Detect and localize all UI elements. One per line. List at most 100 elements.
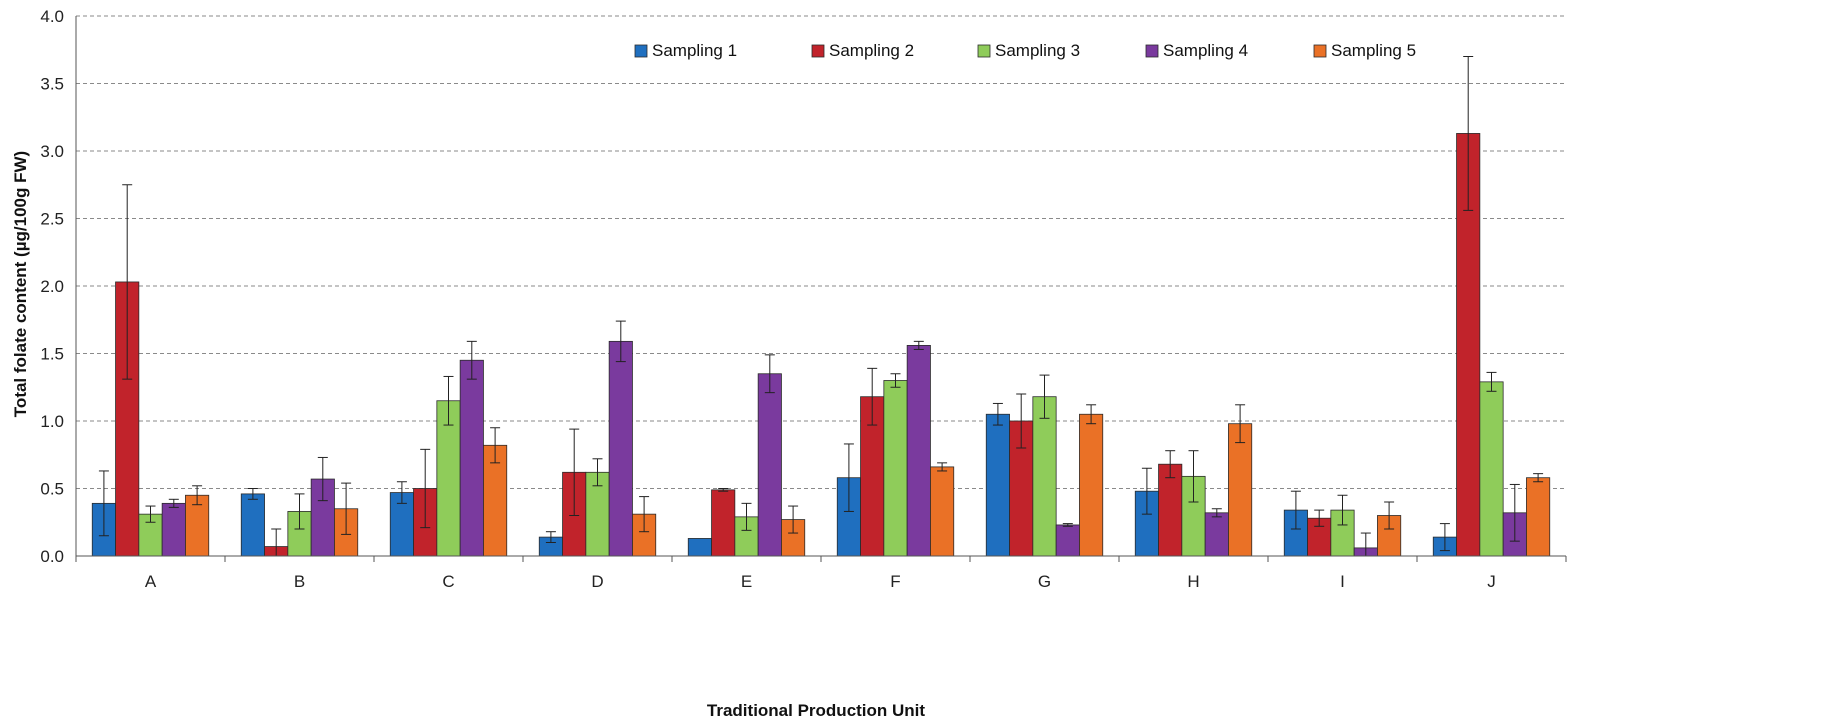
y-tick-labels: 0.0 0.5 1.0 1.5 2.0 2.5 3.0 3.5 4.0 xyxy=(40,7,64,566)
error-bar xyxy=(1509,483,1520,542)
x-tick-label: B xyxy=(294,572,305,591)
legend-label: Sampling 3 xyxy=(995,41,1080,60)
error-bar xyxy=(992,402,1003,426)
legend-label: Sampling 4 xyxy=(1163,41,1248,60)
error-bar xyxy=(937,462,948,472)
error-bar xyxy=(168,498,179,508)
legend-item: Sampling 4 xyxy=(1145,41,1248,60)
legend-swatch xyxy=(1313,44,1327,58)
error-bar xyxy=(867,367,878,426)
error-bar xyxy=(639,496,650,533)
error-bar xyxy=(1165,450,1176,479)
bar xyxy=(757,373,782,557)
x-tick-label: G xyxy=(1038,572,1051,591)
error-bar xyxy=(569,428,580,516)
error-bar xyxy=(396,481,407,504)
error-bar xyxy=(1463,56,1474,211)
bar xyxy=(1526,477,1551,557)
axes xyxy=(75,16,1567,562)
error-bar xyxy=(1290,490,1301,530)
y-tick-label: 3.5 xyxy=(40,75,64,94)
error-bar xyxy=(545,531,556,543)
error-bar xyxy=(1141,467,1152,515)
error-bar xyxy=(192,485,203,506)
error-bar xyxy=(890,373,901,388)
bar xyxy=(1032,396,1057,557)
x-tick-label: C xyxy=(442,572,454,591)
bar xyxy=(1055,524,1080,557)
error-bar xyxy=(122,184,133,380)
y-tick-label: 2.0 xyxy=(40,277,64,296)
y-tick-label: 4.0 xyxy=(40,7,64,26)
bar xyxy=(459,359,484,557)
error-bar xyxy=(317,456,328,502)
error-bar xyxy=(145,505,156,523)
error-bar xyxy=(1062,523,1073,527)
error-bar xyxy=(490,427,501,464)
x-tick-label: A xyxy=(145,572,157,591)
legend-label: Sampling 1 xyxy=(652,41,737,60)
x-tick-label: H xyxy=(1187,572,1199,591)
error-bar xyxy=(1039,374,1050,419)
bar xyxy=(161,502,186,557)
legend-swatch xyxy=(1145,44,1159,58)
error-bar xyxy=(294,493,305,530)
bar xyxy=(906,344,931,557)
y-tick-label: 1.0 xyxy=(40,412,64,431)
error-bar xyxy=(1486,371,1497,392)
legend-item: Sampling 3 xyxy=(977,41,1080,60)
x-axis-title: Traditional Production Unit xyxy=(707,701,926,720)
bar xyxy=(1079,413,1104,557)
bar xyxy=(1479,381,1504,557)
error-bar xyxy=(788,505,799,534)
error-bar xyxy=(420,448,431,529)
error-bar xyxy=(1314,509,1325,527)
bar xyxy=(985,413,1010,557)
y-tick-label: 0.0 xyxy=(40,547,64,566)
x-tick-label: D xyxy=(591,572,603,591)
x-tick-label: I xyxy=(1340,572,1345,591)
error-bar xyxy=(466,340,477,380)
legend-item: Sampling 2 xyxy=(811,41,914,60)
error-bar xyxy=(443,375,454,426)
bar xyxy=(687,538,712,557)
x-tick-label: E xyxy=(741,572,752,591)
y-tick-label: 3.0 xyxy=(40,142,64,161)
y-tick-label: 2.5 xyxy=(40,210,64,229)
error-bar xyxy=(718,488,729,492)
x-tick-labels: A B C D E F G H I J xyxy=(145,572,1496,591)
error-bars xyxy=(98,56,1544,557)
error-bar xyxy=(1439,523,1450,552)
x-tick-label: F xyxy=(890,572,900,591)
bar xyxy=(1228,423,1253,557)
bar xyxy=(240,493,265,557)
bar xyxy=(930,466,955,557)
error-bar xyxy=(1384,501,1395,530)
y-axis-title: Total folate content (µg/100g FW) xyxy=(11,151,30,417)
x-tick-label: J xyxy=(1487,572,1496,591)
bar xyxy=(883,380,908,557)
bars xyxy=(91,133,1551,557)
error-bar xyxy=(764,354,775,394)
error-bar xyxy=(247,488,258,500)
error-bar xyxy=(1211,508,1222,518)
error-bar xyxy=(98,470,109,537)
error-bar xyxy=(1086,404,1097,425)
error-bar xyxy=(1016,393,1027,449)
bar xyxy=(608,340,633,557)
y-tick-label: 0.5 xyxy=(40,480,64,499)
error-bar xyxy=(741,502,752,531)
y-tick-label: 1.5 xyxy=(40,345,64,364)
error-bar xyxy=(1533,473,1544,483)
legend-item: Sampling 5 xyxy=(1313,41,1416,60)
gridlines xyxy=(76,15,1566,489)
error-bar xyxy=(1337,494,1348,526)
legend-item: Sampling 1 xyxy=(634,41,737,60)
legend-swatch xyxy=(634,44,648,58)
legend: Sampling 1 Sampling 2 Sampling 3 Sampling 4… xyxy=(634,41,1416,60)
error-bar xyxy=(1188,450,1199,503)
error-bar xyxy=(843,443,854,512)
error-bar xyxy=(592,458,603,487)
legend-label: Sampling 5 xyxy=(1331,41,1416,60)
